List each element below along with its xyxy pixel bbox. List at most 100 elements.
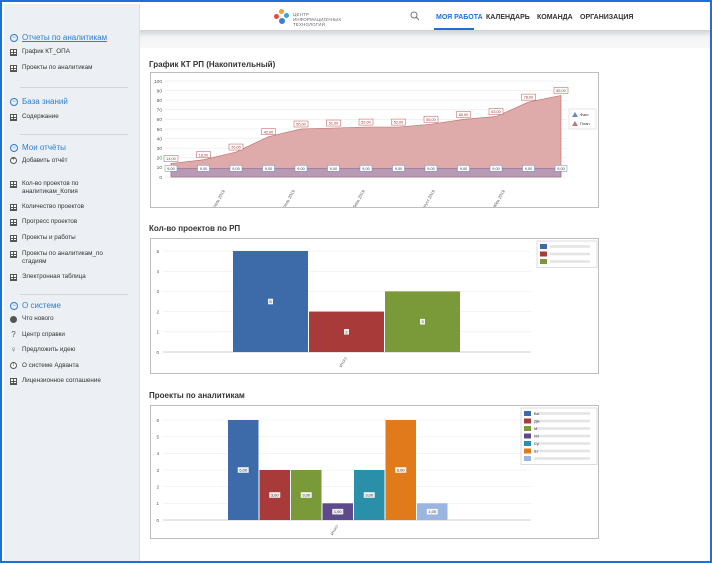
sidebar-item-kt-opa[interactable]: График КТ_ОПА — [22, 48, 70, 55]
top-bar: ЦЕНТР ИНФОРМАЦИОННЫХ ТЕХНОЛОГИЙ МОЯ РАБО… — [140, 4, 710, 30]
y-tick-label: 10 — [157, 165, 163, 171]
sidebar-item-projects-count-copy-line2[interactable]: аналитикам_Копия — [22, 188, 78, 195]
collapse-icon[interactable]: − — [10, 34, 18, 42]
legend-swatch — [524, 456, 531, 461]
bar-label-box — [363, 492, 375, 498]
sidebar-item-projects-count[interactable]: Количество проектов — [22, 203, 84, 210]
table-icon — [10, 235, 17, 242]
legend-fact-label: Факт — [580, 112, 589, 117]
plan-data-label: 60,00 — [459, 113, 469, 117]
plan-label-box — [391, 118, 406, 126]
bar-data-label: 2 — [345, 329, 348, 334]
fact-data-label: 9,00 — [200, 167, 207, 171]
fact-data-label: 9,00 — [492, 167, 499, 171]
y-tick-label: 2 — [156, 484, 159, 489]
fact-data-label: 9,00 — [362, 167, 369, 171]
fact-label-box — [554, 165, 568, 172]
legend-swatch — [540, 251, 547, 257]
x-tick-label: Август 2019 — [420, 188, 436, 207]
bar-label-box — [237, 467, 249, 473]
plan-data-label: 18,00 — [199, 153, 209, 157]
nav-organization[interactable]: ОРГАНИЗАЦИЯ — [580, 14, 634, 21]
info-icon: i — [10, 362, 17, 369]
news-icon — [10, 316, 17, 323]
y-tick-label: 0 — [156, 518, 159, 523]
collapse-icon[interactable]: − — [10, 144, 18, 152]
nav-my-work[interactable]: МОЯ РАБОТА — [436, 14, 483, 21]
sidebar-item-projects-count-copy[interactable]: Кол-во проектов по — [22, 180, 79, 187]
collapse-icon[interactable]: − — [10, 302, 18, 310]
fact-label-box — [359, 165, 373, 172]
legend-label-redacted — [534, 434, 590, 438]
bar-data-label: 3,00 — [271, 493, 280, 498]
nav-active-indicator — [434, 28, 474, 30]
logo-text: ЦЕНТР ИНФОРМАЦИОННЫХ ТЕХНОЛОГИЙ — [293, 12, 342, 27]
bar-data-label: 3 — [421, 319, 424, 324]
y-tick-label: 1 — [156, 501, 159, 506]
divider — [20, 294, 128, 295]
main-content: График КТ РП (Накопительный) 0 10 20 30 40 50… — [142, 48, 710, 561]
section-about-system[interactable]: О системе — [22, 301, 61, 310]
legend-swatch — [524, 411, 531, 416]
fact-label-box — [197, 165, 210, 172]
search-icon[interactable] — [410, 11, 420, 21]
sidebar-item-license[interactable]: Лицензионное соглашение — [22, 377, 101, 384]
plan-data-label: 52,00 — [361, 121, 371, 125]
legend-swatch — [524, 418, 531, 424]
sidebar-item-about-advanta[interactable]: О системе Адванта — [22, 362, 79, 369]
sidebar-item-whats-new[interactable]: Что нового — [22, 315, 54, 322]
collapse-icon[interactable]: − — [10, 98, 18, 106]
fact-label-box — [489, 165, 503, 172]
fact-label-box — [164, 165, 178, 172]
plan-label-box — [163, 155, 179, 162]
fact-label-box — [294, 165, 308, 172]
legend-swatch — [524, 448, 531, 454]
plan-data-label: 26,00 — [231, 146, 241, 150]
sidebar-item-suggest-idea[interactable]: Предложить идею — [22, 346, 76, 353]
table-icon — [10, 114, 17, 121]
x-tick-label: Июнь 2019 — [351, 188, 366, 207]
bar-label-box — [268, 298, 273, 305]
plan-label-box — [326, 119, 341, 127]
plan-label-box — [521, 93, 536, 101]
fact-data-label: 9,00 — [232, 167, 239, 171]
sidebar-item-help-center[interactable]: Центр справки — [22, 331, 65, 338]
legend-label: М — [534, 426, 537, 431]
plan-label-box — [456, 111, 471, 118]
nav-calendar[interactable]: КАЛЕНДАРЬ — [486, 14, 530, 21]
section-reports-by-analysts[interactable]: Отчеты по аналитикам — [22, 33, 108, 42]
y-tick-label: 30 — [157, 146, 163, 152]
sidebar-item-projects-by-stages[interactable]: Проекты по аналитикам_по — [22, 250, 103, 257]
table-icon — [10, 65, 17, 72]
nav-team[interactable]: КОМАНДА — [537, 14, 573, 21]
sidebar-item-contents[interactable]: Содержание — [22, 113, 59, 120]
section-my-reports[interactable]: Мои отчёты — [22, 143, 66, 152]
sidebar-item-projects-and-works[interactable]: Проекты и работы — [22, 234, 76, 241]
fact-label-box — [424, 165, 438, 172]
chart-title-projects-by-rp: Кол-во проектов по РП — [149, 224, 241, 233]
logo-icon — [274, 9, 290, 25]
legend-label-redacted — [550, 245, 590, 248]
plan-label-box — [228, 143, 244, 151]
bar-chart: 0 1 2 3 4 5 5 2 3 Итого — [156, 240, 598, 368]
sidebar-item-projects-by-stages-line2[interactable]: стадиям — [22, 258, 47, 265]
legend-label-redacted — [534, 412, 590, 415]
sidebar-item-projects-by-analysts[interactable]: Проекты по аналитикам — [22, 64, 93, 71]
legend-plan-marker — [572, 121, 578, 126]
plan-label-box — [293, 120, 309, 128]
y-tick-label: 40 — [157, 136, 163, 142]
fact-data-label: 9,00 — [460, 167, 467, 171]
sidebar-item-projects-progress[interactable]: Прогресс проектов — [22, 218, 78, 225]
legend-swatch — [524, 426, 531, 431]
legend-label: Ш — [534, 449, 538, 454]
y-tick-label: 100 — [154, 79, 162, 85]
fact-label-box — [327, 165, 340, 172]
sidebar-item-spreadsheet[interactable]: Электронная таблица — [22, 273, 86, 280]
table-icon — [10, 204, 17, 211]
sidebar-item-add-report[interactable]: Добавить отчёт — [22, 157, 68, 164]
table-icon — [10, 219, 17, 226]
section-knowledge-base[interactable]: База знаний — [22, 97, 68, 106]
fact-data-label: 9,00 — [330, 167, 337, 171]
chart-projects-by-analysts: 0 1 2 3 4 5 6 6,00 3,00 3,00 1,00 3,00 6,00 1,00 Итого… — [150, 405, 599, 539]
y-tick-label: 4 — [156, 451, 159, 456]
